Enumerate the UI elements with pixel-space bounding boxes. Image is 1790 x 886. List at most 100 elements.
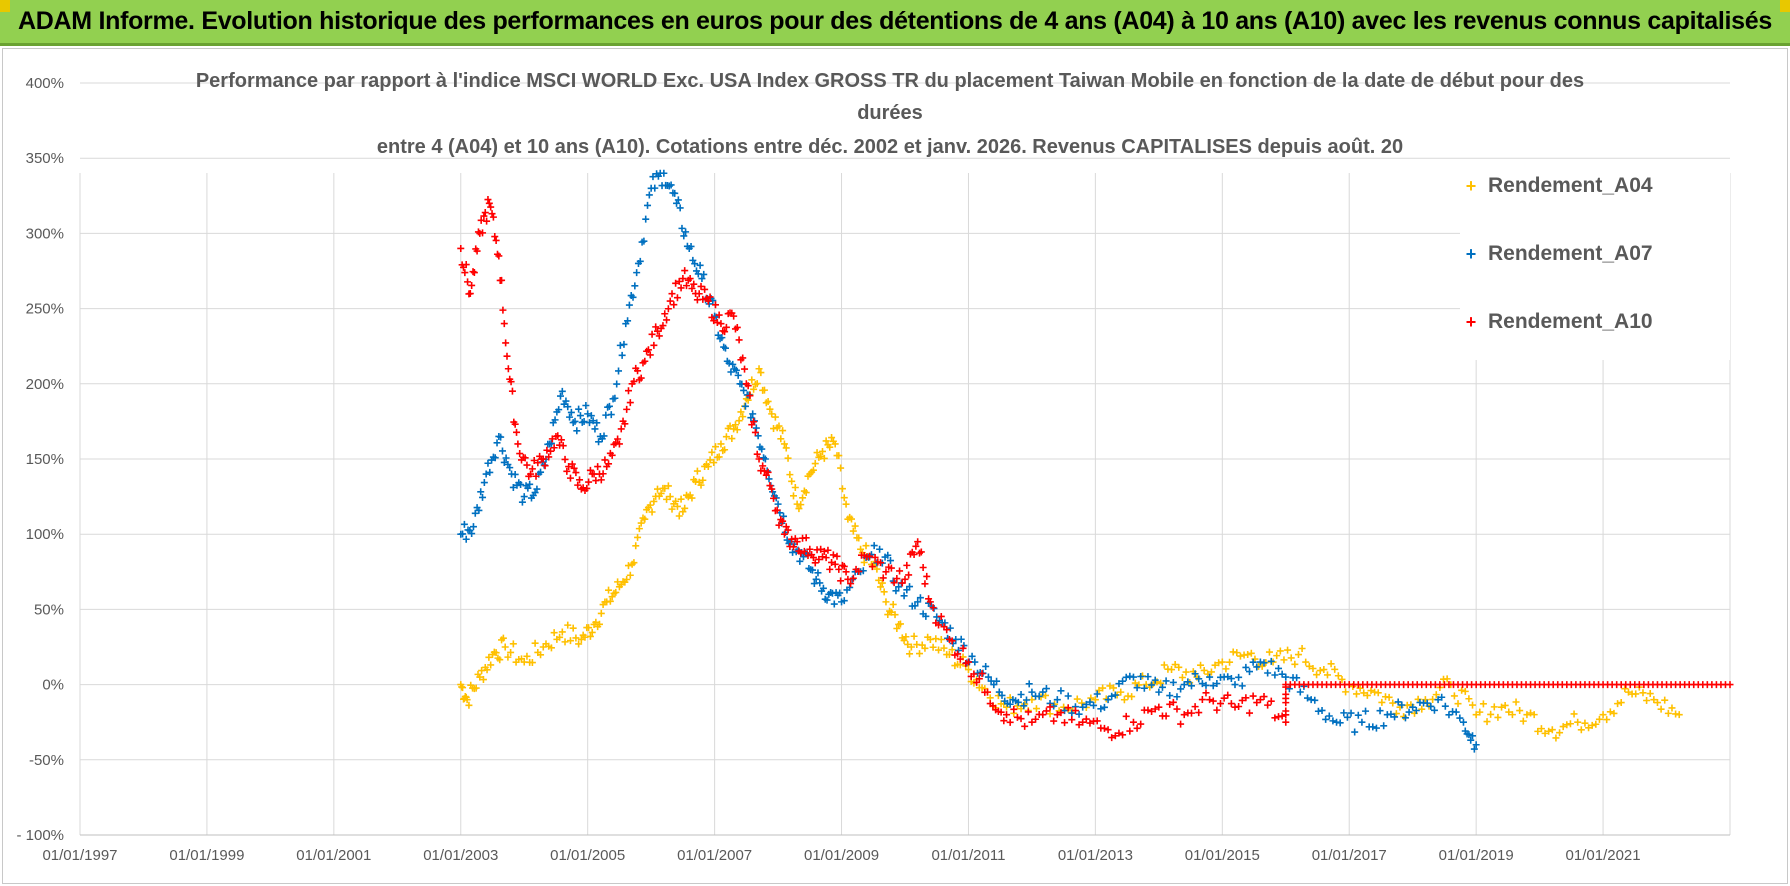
data-point: [1664, 709, 1672, 717]
data-point: [462, 535, 470, 543]
chart-title-line-1: Performance par rapport à l'indice MSCI …: [195, 70, 1585, 92]
data-point: [1360, 689, 1368, 697]
data-point: [1309, 665, 1317, 673]
data-point: [964, 658, 972, 666]
data-point: [1336, 719, 1344, 727]
data-point: [1086, 698, 1094, 706]
data-point: [1376, 707, 1384, 715]
data-point: [896, 567, 904, 575]
data-point: [577, 635, 585, 643]
data-point: [809, 466, 817, 474]
data-point: [1035, 692, 1043, 700]
data-point: [817, 452, 825, 460]
data-point: [971, 658, 979, 666]
data-point: [911, 602, 919, 610]
data-point: [739, 354, 747, 362]
data-point: [1380, 722, 1388, 730]
data-point: [735, 336, 743, 344]
y-tick-label: 100%: [26, 526, 64, 543]
data-point: [660, 169, 668, 177]
data-point: [917, 548, 925, 556]
data-point: [1106, 682, 1114, 690]
x-tick-label: 01/01/2017: [1312, 847, 1387, 864]
data-point: [822, 437, 830, 445]
data-point: [567, 408, 575, 416]
data-point: [1329, 717, 1337, 725]
data-point: [691, 260, 699, 268]
data-point: [1108, 692, 1116, 700]
data-point: [1220, 694, 1228, 702]
data-point: [1398, 701, 1406, 709]
data-point: [644, 201, 652, 209]
data-point: [611, 394, 619, 402]
data-point: [1296, 688, 1304, 696]
data-point: [846, 583, 854, 591]
y-tick-label: 50%: [34, 601, 64, 618]
data-point: [828, 434, 836, 442]
data-point: [902, 633, 910, 641]
data-point: [1169, 698, 1177, 706]
data-point: [1508, 711, 1516, 719]
data-point: [1438, 693, 1446, 701]
data-point: [1003, 711, 1011, 719]
data-point: [809, 566, 817, 574]
data-point: [499, 634, 507, 642]
data-point: [1064, 692, 1072, 700]
data-point: [1242, 694, 1250, 702]
data-point: [1006, 718, 1014, 726]
data-point: [477, 488, 485, 496]
data-point: [855, 567, 863, 575]
data-point: [1465, 695, 1473, 703]
data-point: [686, 275, 694, 283]
data-point: [629, 293, 637, 301]
data-point: [605, 586, 613, 594]
data-point: [1022, 696, 1030, 704]
data-point: [1304, 694, 1312, 702]
data-point: [866, 552, 874, 560]
data-point: [789, 492, 797, 500]
data-point: [1053, 711, 1061, 719]
data-point: [626, 571, 634, 579]
data-point: [1490, 703, 1498, 711]
data-point: [898, 579, 906, 587]
data-point: [837, 464, 845, 472]
data-point: [1158, 683, 1166, 691]
data-point: [586, 632, 594, 640]
data-point: [1078, 699, 1086, 707]
data-point: [747, 414, 755, 422]
data-point: [764, 468, 772, 476]
data-point: [516, 450, 524, 458]
data-point: [733, 426, 741, 434]
data-point: [734, 371, 742, 379]
data-point: [1075, 710, 1083, 718]
data-point: [1606, 708, 1614, 716]
data-point: [1020, 702, 1028, 710]
data-point: [1075, 721, 1083, 729]
data-point: [984, 673, 992, 681]
data-point: [482, 470, 490, 478]
data-point: [1050, 717, 1058, 725]
data-point: [500, 320, 508, 328]
data-point: [1372, 724, 1380, 732]
data-point: [550, 444, 558, 452]
data-point: [793, 538, 801, 546]
data-point: [946, 624, 954, 632]
data-point: [457, 244, 465, 252]
data-point: [750, 385, 758, 393]
data-point: [844, 575, 852, 583]
data-point: [1231, 681, 1239, 689]
data-point: [1264, 701, 1272, 709]
data-point: [672, 497, 680, 505]
banner: ADAM Informe. Evolution historique des p…: [0, 0, 1790, 46]
y-tick-label: 150%: [26, 451, 64, 468]
data-point: [1079, 703, 1087, 711]
data-point: [910, 632, 918, 640]
data-point: [1157, 679, 1165, 687]
data-point: [633, 269, 641, 277]
data-point: [1534, 727, 1542, 735]
data-point: [954, 646, 962, 654]
data-point: [681, 267, 689, 275]
data-point: [524, 484, 532, 492]
data-point: [640, 237, 648, 245]
data-point: [795, 505, 803, 513]
